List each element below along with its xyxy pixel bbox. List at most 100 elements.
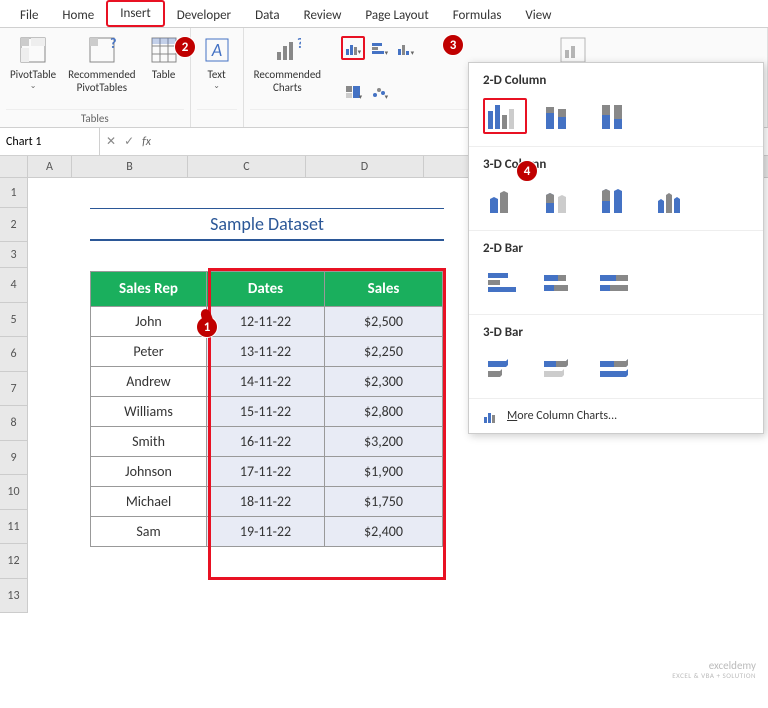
clustered-column-option[interactable] — [483, 98, 527, 134]
more-column-charts-link[interactable]: More Column Charts... — [469, 399, 763, 433]
row-header-5[interactable]: 5 — [0, 303, 28, 338]
recommended-charts-icon: ? — [271, 34, 303, 66]
text-label: Text — [208, 68, 226, 81]
recommended-pivottables-button[interactable]: ? Recommended PivotTables — [64, 32, 139, 96]
tab-file[interactable]: File — [8, 4, 50, 27]
data-table: Sales RepDatesSales John12-11-22$2,500Pe… — [90, 271, 443, 547]
column-chart-button[interactable]: ▾ — [341, 36, 365, 60]
column-3d-option[interactable] — [651, 182, 695, 218]
table-cell[interactable]: 18-11-22 — [207, 487, 325, 517]
table-cell[interactable]: $2,500 — [325, 307, 443, 337]
row-header-10[interactable]: 10 — [0, 475, 28, 510]
table-cell[interactable]: 14-11-22 — [207, 367, 325, 397]
column-chart-icon — [483, 409, 499, 423]
table-row: Johnson17-11-22$1,900 — [91, 457, 443, 487]
bar-chart-button[interactable]: ▾ — [367, 36, 391, 60]
table-header-sales: Sales — [325, 272, 443, 307]
stacked-column-3d-option[interactable] — [539, 182, 583, 218]
stacked-column-option[interactable] — [539, 98, 583, 134]
recommended-pivottables-icon: ? — [86, 34, 118, 66]
recommended-pivottables-label: Recommended PivotTables — [68, 68, 135, 94]
ribbon-tabs: FileHomeInsertDeveloperDataReviewPage La… — [0, 0, 768, 28]
column-header-D[interactable]: D — [306, 156, 424, 177]
table-cell[interactable]: $3,200 — [325, 427, 443, 457]
section-3d-column: 3-D Column — [469, 147, 763, 178]
stacked-column-100-option[interactable] — [595, 98, 639, 134]
clustered-column-3d-option[interactable] — [483, 182, 527, 218]
badge-2: 2 — [174, 36, 196, 58]
row-header-4[interactable]: 4 — [0, 268, 28, 303]
table-cell[interactable]: Andrew — [91, 367, 207, 397]
name-box[interactable]: Chart 1 — [0, 128, 100, 155]
map-chart-button[interactable]: ▾ — [341, 80, 365, 104]
text-button[interactable]: A Text ⌄ — [197, 32, 237, 93]
tab-home[interactable]: Home — [50, 4, 106, 27]
table-cell[interactable]: Smith — [91, 427, 207, 457]
stacked-bar-3d-100-option[interactable] — [595, 350, 639, 386]
table-cell[interactable]: Michael — [91, 487, 207, 517]
badge-4: 4 — [516, 160, 538, 182]
tab-view[interactable]: View — [513, 4, 563, 27]
table-cell[interactable]: $2,250 — [325, 337, 443, 367]
section-2d-column: 2-D Column — [469, 63, 763, 94]
row-header-6[interactable]: 6 — [0, 337, 28, 372]
chevron-down-icon: ⌄ — [30, 81, 37, 91]
cancel-icon[interactable]: ✕ — [106, 134, 116, 149]
table-header-dates: Dates — [207, 272, 325, 307]
select-all-corner[interactable] — [0, 156, 28, 177]
fx-label[interactable]: fx — [142, 135, 151, 149]
clustered-bar-3d-option[interactable] — [483, 350, 527, 386]
column-header-A[interactable]: A — [28, 156, 72, 177]
confirm-icon[interactable]: ✓ — [124, 134, 134, 149]
table-row: John12-11-22$2,500 — [91, 307, 443, 337]
pie-chart-button[interactable]: ▾ — [367, 80, 391, 104]
row-header-3[interactable]: 3 — [0, 242, 28, 268]
clustered-bar-option[interactable] — [483, 266, 527, 302]
table-cell[interactable]: 16-11-22 — [207, 427, 325, 457]
recommended-charts-button[interactable]: ? Recommended Charts — [250, 32, 325, 104]
table-cell[interactable]: $2,400 — [325, 517, 443, 547]
table-cell[interactable]: $2,800 — [325, 397, 443, 427]
line-chart-button[interactable]: ▾ — [393, 36, 417, 60]
table-cell[interactable]: 15-11-22 — [207, 397, 325, 427]
stacked-column-3d-100-option[interactable] — [595, 182, 639, 218]
table-cell[interactable]: Johnson — [91, 457, 207, 487]
table-cell[interactable]: John — [91, 307, 207, 337]
table-cell[interactable]: $1,750 — [325, 487, 443, 517]
row-header-8[interactable]: 8 — [0, 406, 28, 441]
sample-dataset: Sample Dataset Sales RepDatesSales John1… — [90, 208, 444, 547]
row-header-12[interactable]: 12 — [0, 544, 28, 579]
pivottable-button[interactable]: PivotTable ⌄ — [6, 32, 60, 93]
row-header-9[interactable]: 9 — [0, 441, 28, 476]
table-cell[interactable]: Williams — [91, 397, 207, 427]
table-cell[interactable]: $2,300 — [325, 367, 443, 397]
svg-text:?: ? — [110, 36, 116, 52]
tab-insert[interactable]: Insert — [106, 0, 165, 27]
stacked-bar-100-option[interactable] — [595, 266, 639, 302]
column-header-C[interactable]: C — [188, 156, 306, 177]
column-header-B[interactable]: B — [72, 156, 188, 177]
table-cell[interactable]: Peter — [91, 337, 207, 367]
table-cell[interactable]: 19-11-22 — [207, 517, 325, 547]
table-cell[interactable]: $1,900 — [325, 457, 443, 487]
table-cell[interactable]: 17-11-22 — [207, 457, 325, 487]
row-header-1[interactable]: 1 — [0, 178, 28, 208]
table-cell[interactable]: 13-11-22 — [207, 337, 325, 367]
dataset-title: Sample Dataset — [90, 208, 444, 241]
stacked-bar-option[interactable] — [539, 266, 583, 302]
svg-text:A: A — [210, 39, 221, 61]
tab-developer[interactable]: Developer — [165, 4, 243, 27]
row-header-2[interactable]: 2 — [0, 208, 28, 242]
tab-formulas[interactable]: Formulas — [441, 4, 514, 27]
stacked-bar-3d-option[interactable] — [539, 350, 583, 386]
table-row: Williams15-11-22$2,800 — [91, 397, 443, 427]
row-header-13[interactable]: 13 — [0, 579, 28, 614]
table-cell[interactable]: 12-11-22 — [207, 307, 325, 337]
column-chart-dropdown: 2-D Column 3-D Column 2-D Bar — [468, 62, 764, 434]
tab-data[interactable]: Data — [243, 4, 292, 27]
row-header-7[interactable]: 7 — [0, 372, 28, 407]
row-header-11[interactable]: 11 — [0, 510, 28, 545]
tab-page-layout[interactable]: Page Layout — [353, 4, 440, 27]
table-cell[interactable]: Sam — [91, 517, 207, 547]
tab-review[interactable]: Review — [292, 4, 354, 27]
